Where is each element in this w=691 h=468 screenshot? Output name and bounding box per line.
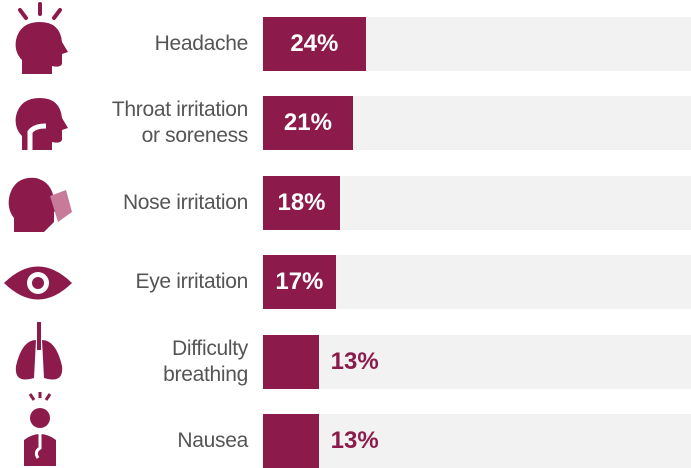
- bar: [263, 334, 319, 389]
- category-label: Throat irritation or soreness: [111, 98, 248, 148]
- bar: [263, 414, 319, 468]
- value-label: 24%: [290, 30, 339, 57]
- eye-icon: [4, 266, 72, 300]
- bar-track: [263, 334, 691, 389]
- nose-icon: [8, 177, 72, 232]
- category-label: Eye irritation: [135, 270, 248, 294]
- bar-track: [263, 414, 691, 468]
- value-label: 13%: [330, 347, 379, 375]
- bar: [263, 96, 353, 151]
- category-label: Nausea: [177, 429, 248, 452]
- icons: [4, 2, 72, 466]
- value-label: 17%: [275, 268, 324, 296]
- category-label: Headache: [154, 32, 249, 55]
- value-label: 13%: [330, 427, 379, 454]
- value-label: 18%: [277, 188, 326, 216]
- throat-icon: [15, 98, 69, 150]
- category-label: Difficulty breathing: [163, 336, 248, 386]
- bar: [263, 17, 366, 71]
- bar: [263, 255, 336, 310]
- headache-icon: [15, 2, 69, 74]
- nausea-icon: [24, 392, 56, 466]
- category-label: Nose irritation: [122, 190, 248, 214]
- lungs-icon: [15, 322, 63, 380]
- value-label: 21%: [283, 109, 332, 137]
- bar: [263, 175, 341, 230]
